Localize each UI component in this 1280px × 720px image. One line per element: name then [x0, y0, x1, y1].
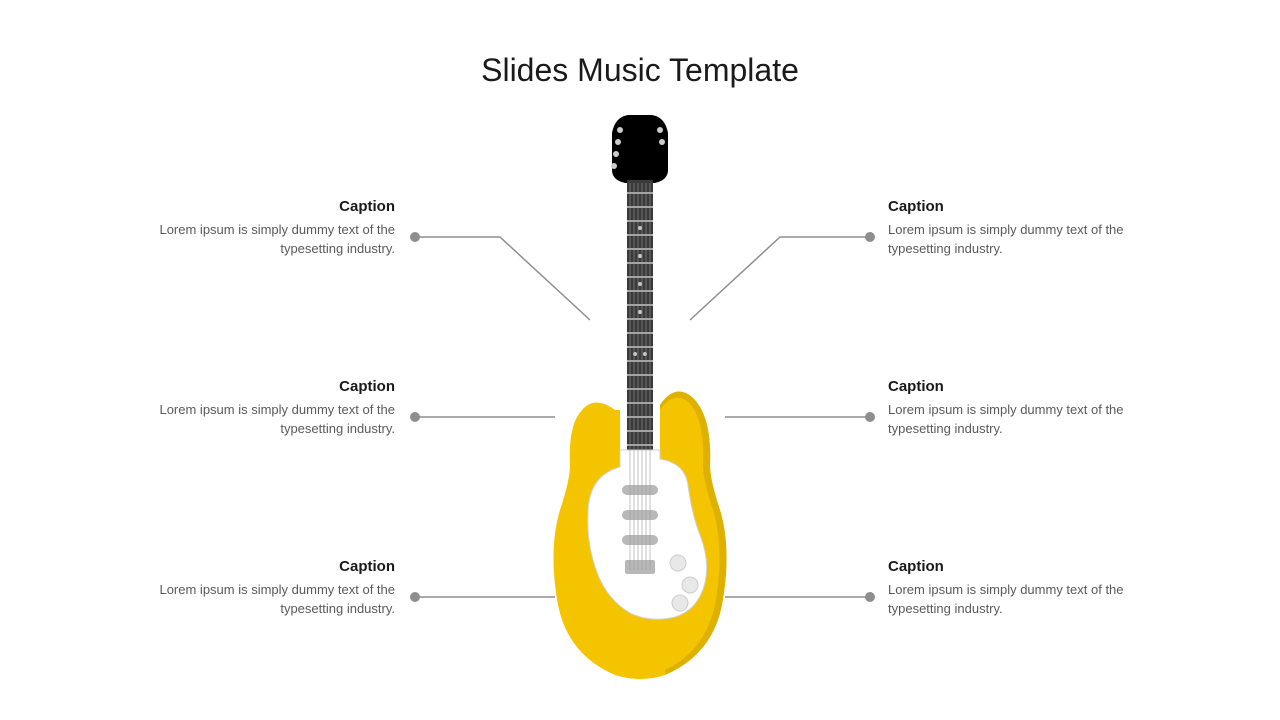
- callout-title: Caption: [888, 198, 1188, 215]
- callout-body: Lorem ipsum is simply dummy text of the …: [95, 581, 395, 619]
- callout-title: Caption: [95, 378, 395, 395]
- callout-title: Caption: [95, 198, 395, 215]
- callout-left-2: Caption Lorem ipsum is simply dummy text…: [95, 378, 395, 439]
- callout-dot: [865, 232, 875, 242]
- guitar-graphic: [520, 115, 760, 685]
- callout-dot: [410, 412, 420, 422]
- callout-left-3: Caption Lorem ipsum is simply dummy text…: [95, 558, 395, 619]
- callout-dot: [865, 592, 875, 602]
- slide-title: Slides Music Template: [0, 52, 1280, 89]
- callout-body: Lorem ipsum is simply dummy text of the …: [95, 401, 395, 439]
- callout-body: Lorem ipsum is simply dummy text of the …: [888, 401, 1188, 439]
- callout-right-2: Caption Lorem ipsum is simply dummy text…: [888, 378, 1188, 439]
- callout-dot: [865, 412, 875, 422]
- callout-left-1: Caption Lorem ipsum is simply dummy text…: [95, 198, 395, 259]
- callout-dot: [410, 592, 420, 602]
- callout-title: Caption: [888, 558, 1188, 575]
- callout-right-1: Caption Lorem ipsum is simply dummy text…: [888, 198, 1188, 259]
- callout-title: Caption: [888, 378, 1188, 395]
- callout-right-3: Caption Lorem ipsum is simply dummy text…: [888, 558, 1188, 619]
- callout-dot: [410, 232, 420, 242]
- callout-body: Lorem ipsum is simply dummy text of the …: [888, 581, 1188, 619]
- callout-title: Caption: [95, 558, 395, 575]
- callout-body: Lorem ipsum is simply dummy text of the …: [95, 221, 395, 259]
- callout-body: Lorem ipsum is simply dummy text of the …: [888, 221, 1188, 259]
